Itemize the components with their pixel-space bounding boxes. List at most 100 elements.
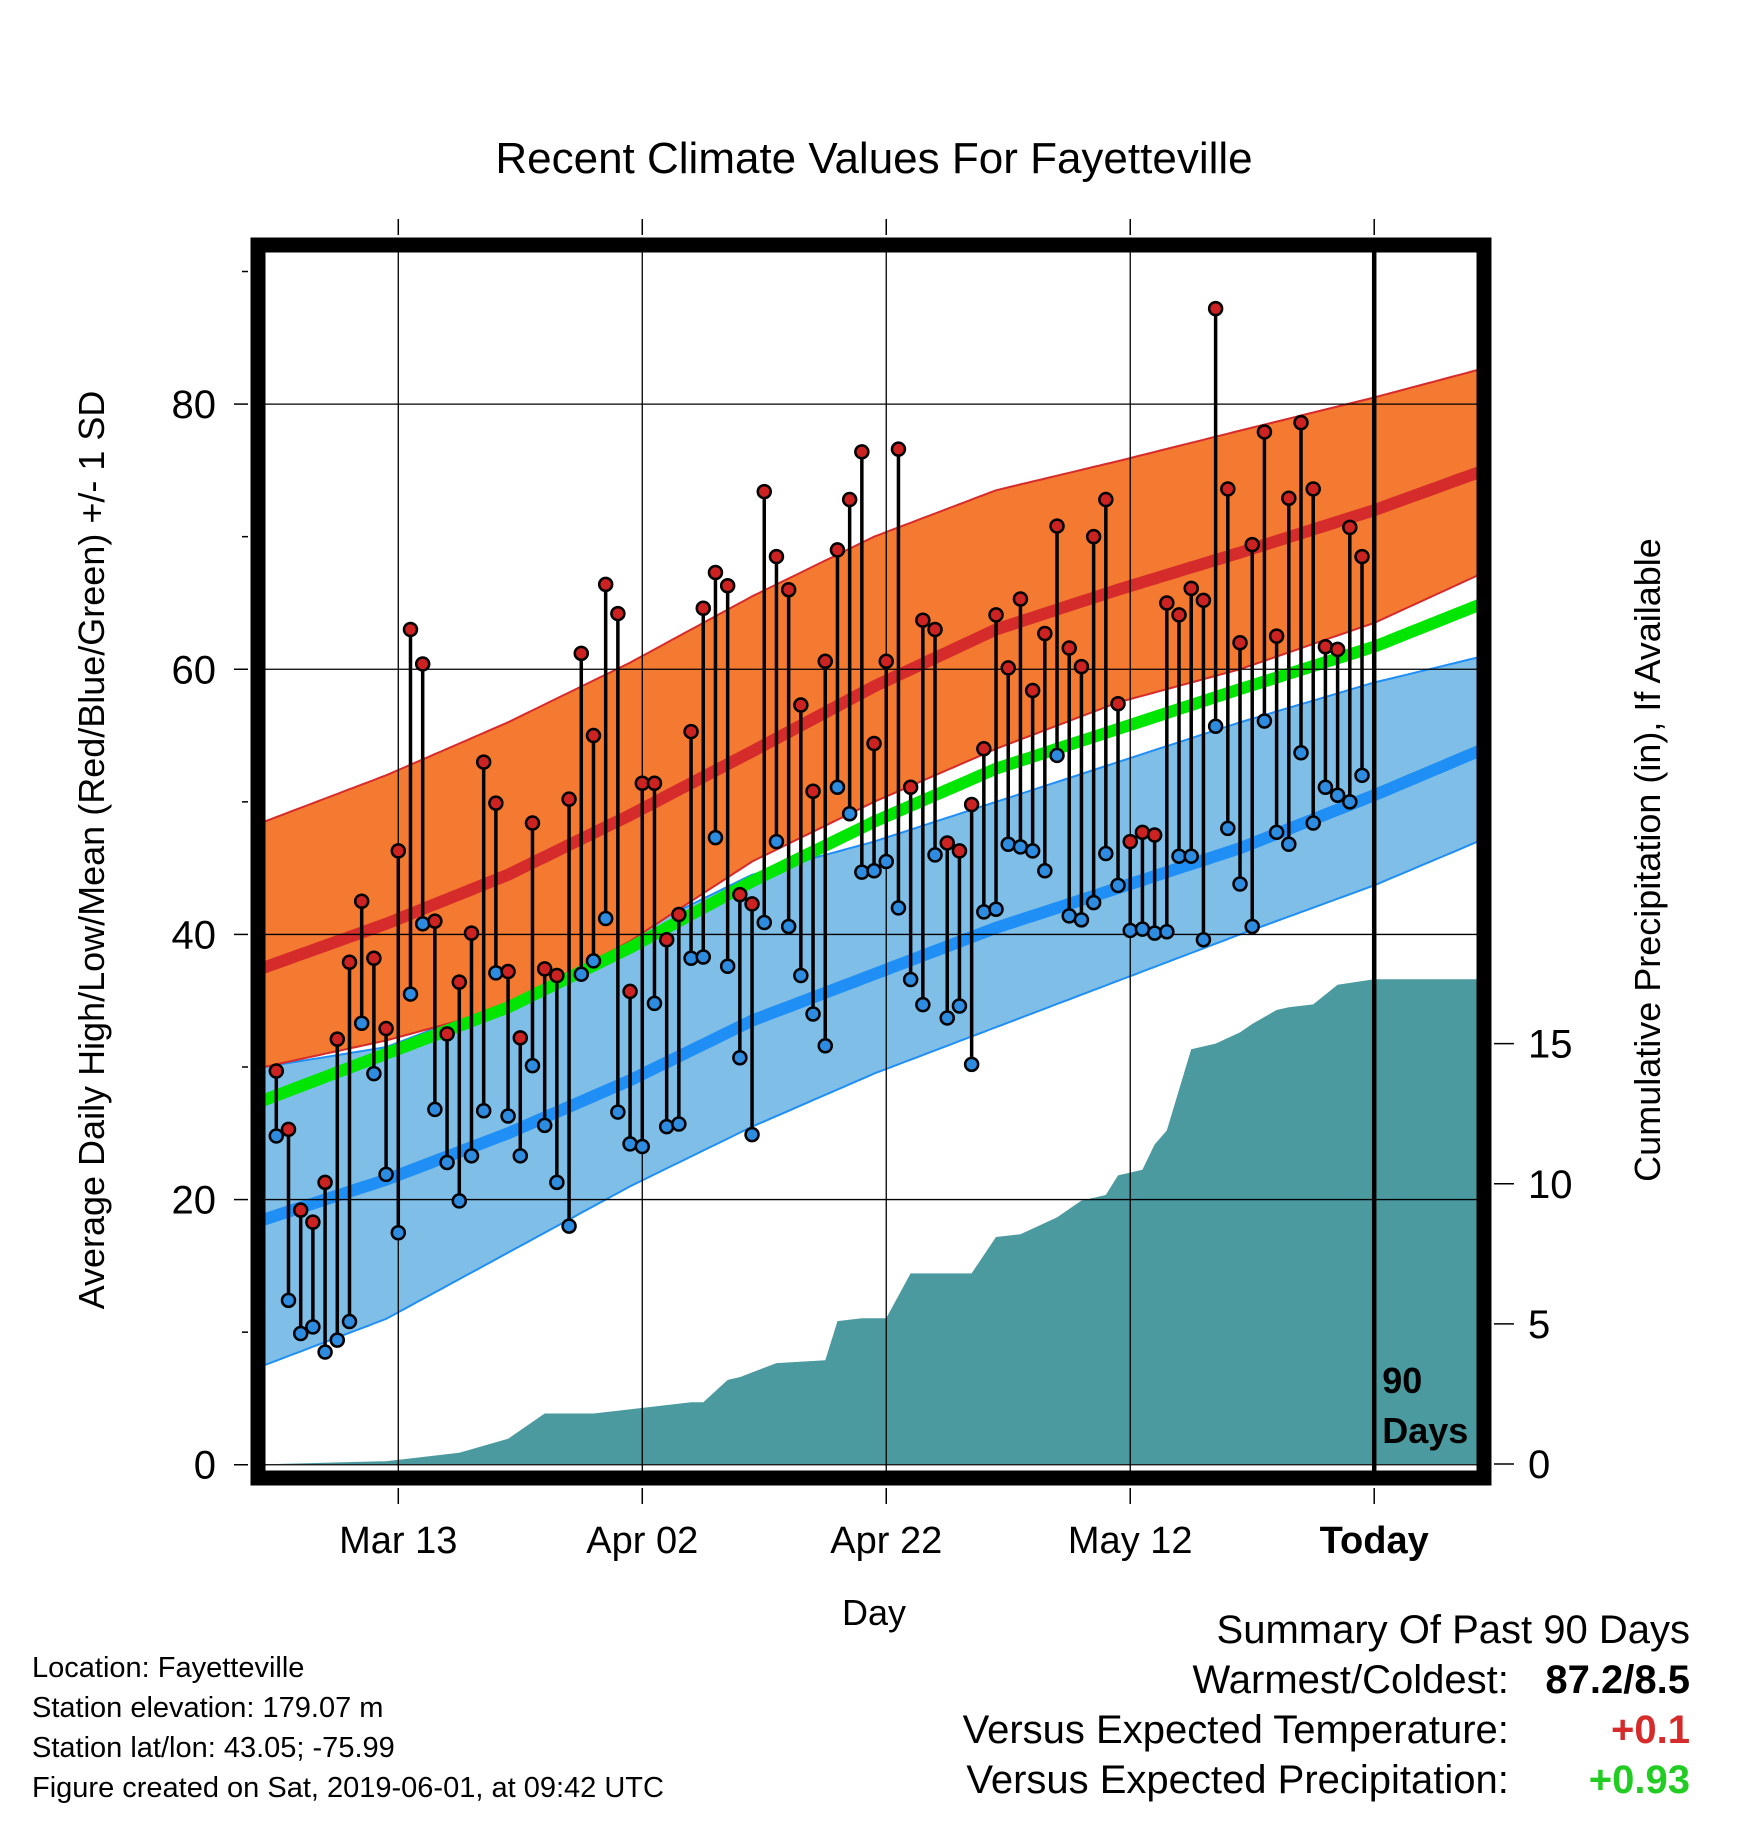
y2-tick-label: 15 [1528,1023,1573,1067]
today-label: 90 Days [1382,1360,1468,1451]
daily-low-point [610,1104,626,1120]
daily-high-point [1256,424,1273,440]
daily-low-point [427,1101,443,1118]
x-axis-label: Day [842,1592,906,1633]
summary-title: Summary Of Past 90 Days [1216,1608,1690,1652]
daily-low-point [1232,876,1248,892]
elevation-text: Station elevation: 179.07 m [32,1692,384,1724]
daily-high-point [292,1202,309,1218]
daily-high-point [890,441,907,457]
daily-low-point [353,1015,370,1031]
high-sd-band [258,367,1484,1068]
daily-low-point [1024,843,1041,859]
temp-anomaly-label: Versus Expected Temperature: [962,1708,1509,1752]
daily-high-point [854,444,870,460]
daily-high-point [988,607,1004,623]
daily-low-point [683,950,699,967]
daily-low-point [463,1148,480,1164]
daily-low-point [1293,745,1309,761]
daily-low-point [890,900,907,916]
daily-low-point [549,1174,565,1191]
daily-high-point [573,645,590,662]
daily-low-point [780,918,797,935]
daily-high-point [780,581,797,598]
daily-low-point [1207,718,1224,735]
x-tick-label: Apr 02 [586,1520,698,1562]
daily-low-point [341,1313,358,1330]
daily-low-point [1122,922,1138,939]
daily-low-point [1244,918,1260,935]
daily-low-point [1073,912,1090,928]
daily-high-point [671,906,687,923]
daily-high-point [1024,682,1041,699]
daily-low-point [475,1103,492,1119]
daily-high-point [353,893,370,910]
daily-high-point [1354,548,1370,565]
daily-high-point [561,791,577,807]
daily-low-point [927,847,943,863]
daily-low-point [707,829,724,846]
daily-low-point [732,1049,748,1066]
daily-high-point [305,1214,321,1230]
daily-high-point [475,754,492,770]
daily-low-point [1342,794,1358,810]
daily-high-point [341,954,358,971]
daily-low-point [1159,924,1175,940]
daily-high-point [1073,658,1090,675]
latlon-text: Station lat/lon: 43.05; -75.99 [32,1732,395,1764]
x-tick-label: May 12 [1068,1520,1193,1562]
daily-high-point [707,564,724,581]
daily-high-point [597,576,614,593]
daily-low-point [378,1166,394,1183]
daily-high-point [1085,528,1102,545]
daily-high-point [549,967,565,984]
daily-high-point [658,931,675,948]
daily-high-point [829,542,846,558]
daily-high-point [817,653,834,670]
daily-low-point [439,1154,455,1171]
y-tick-label: 20 [172,1179,217,1223]
daily-high-point [951,843,968,859]
daily-low-point [390,1224,407,1241]
daily-high-point [1098,491,1114,508]
daily-high-point [329,1031,346,1047]
daily-high-point [268,1063,285,1079]
x-tick-label: Apr 22 [830,1520,942,1562]
high-normal-line [258,464,1484,974]
daily-high-point [402,621,419,638]
y2-tick-label: 10 [1528,1163,1573,1207]
daily-low-point [402,986,419,1002]
daily-low-point [744,1126,760,1143]
warmest-row: Warmest/Coldest: 87.2/8.5 [963,1655,1691,1705]
daily-high-point [878,653,894,670]
daily-low-point [329,1332,346,1348]
daily-low-point [805,1006,821,1022]
daily-high-point [683,723,699,740]
daily-high-point [1171,607,1187,623]
plot-area: 90 Days 0 20 40 60 80 0 5 10 15 Mar 13 Apr 02 Apr 22 M… [172,219,1573,1562]
daily-high-point [512,1030,529,1046]
daily-low-point [1220,820,1236,837]
daily-high-point [793,697,809,713]
chart-title: Recent Climate Values For Fayetteville [495,134,1252,183]
daily-low-point [817,1038,834,1054]
daily-high-point [1232,634,1248,651]
daily-high-point [622,983,638,1000]
y2-tick-label: 0 [1528,1443,1550,1487]
daily-low-point [634,1138,651,1155]
daily-low-point [878,853,894,870]
daily-low-point [646,995,663,1012]
precip-area [276,979,1484,1464]
daily-high-point [1183,580,1199,597]
daily-high-point [1329,641,1346,658]
daily-high-point [1268,628,1285,644]
daily-low-point [1305,815,1321,831]
plot-frame [250,237,1492,1486]
daily-high-point [317,1174,333,1191]
daily-high-point [719,577,736,594]
daily-high-point [915,612,931,628]
daily-low-point [963,1056,980,1073]
daily-high-point [1220,481,1236,497]
daily-low-point [866,863,882,879]
daily-low-point [658,1118,675,1135]
